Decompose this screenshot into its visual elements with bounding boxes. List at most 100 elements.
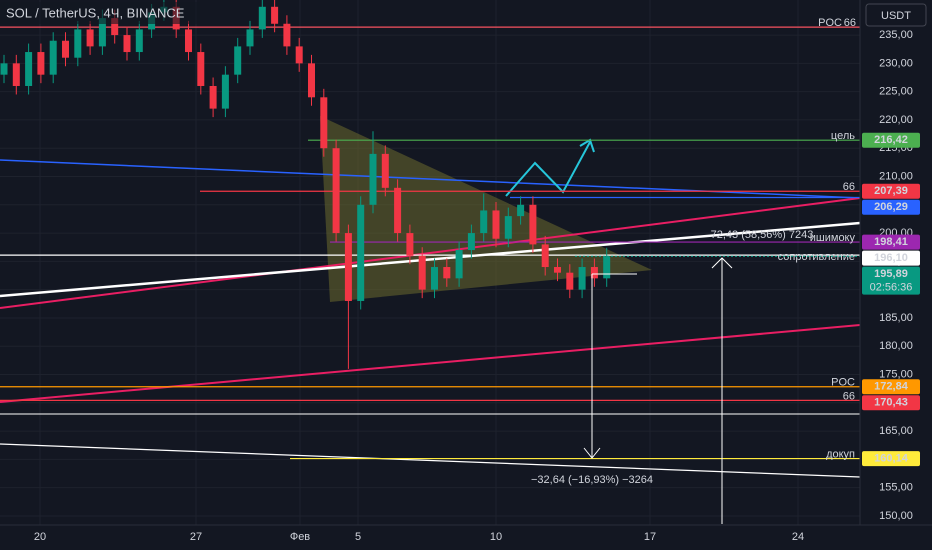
level-label: 66 bbox=[844, 17, 856, 29]
countdown: 02:56:36 bbox=[870, 281, 913, 293]
candle-body bbox=[381, 153, 389, 188]
candle-body bbox=[221, 74, 229, 109]
x-tick-label: 17 bbox=[644, 531, 656, 543]
level-label: докуп bbox=[826, 448, 855, 460]
symbol-title: SOL / TetherUS, 4Ч, BINANCE bbox=[6, 5, 185, 20]
candle-body bbox=[467, 233, 475, 251]
y-tick-label: 175,00 bbox=[879, 368, 913, 380]
candle-body bbox=[541, 244, 549, 268]
candle-body bbox=[431, 267, 438, 290]
price-tag-label: 172,84 bbox=[874, 381, 909, 393]
trend-line bbox=[0, 221, 861, 298]
x-tick-label: 27 bbox=[190, 531, 202, 543]
y-tick-label: 150,00 bbox=[879, 510, 913, 522]
price-tag bbox=[862, 199, 920, 215]
y-tick-label: 225,00 bbox=[879, 86, 913, 98]
candle-body bbox=[578, 267, 586, 290]
header-bg bbox=[0, 2, 200, 24]
candle-body bbox=[504, 216, 512, 239]
candle-body bbox=[74, 29, 82, 58]
candle-body bbox=[443, 267, 451, 279]
candle-body bbox=[37, 52, 45, 75]
y-tick-label: 180,00 bbox=[879, 340, 913, 352]
candle-body bbox=[529, 204, 537, 245]
price-tag-label: 195,89 bbox=[874, 268, 908, 280]
arrow-head bbox=[711, 257, 733, 269]
candle-body bbox=[308, 63, 315, 98]
y-tick-label: 220,00 bbox=[879, 114, 913, 126]
candle-body bbox=[86, 29, 94, 47]
y-tick-label: 185,00 bbox=[879, 312, 913, 324]
candle-body bbox=[418, 255, 426, 290]
level-label: сопротивление bbox=[778, 251, 855, 263]
candle-body bbox=[246, 29, 254, 47]
candle-body bbox=[590, 267, 598, 279]
candle-body bbox=[12, 63, 20, 86]
price-tag-label: 160,14 bbox=[874, 452, 909, 464]
candle-body bbox=[123, 35, 131, 53]
candle-body bbox=[62, 40, 69, 58]
x-tick-label: 5 bbox=[355, 531, 361, 543]
candle-body bbox=[234, 46, 242, 75]
price-tag-label: 198,41 bbox=[874, 236, 908, 248]
annotation: −32,64 (−16,93%) −3264 bbox=[531, 474, 653, 486]
level-label: 66 bbox=[843, 390, 855, 402]
price-tag bbox=[862, 234, 920, 250]
trend-line bbox=[0, 324, 861, 403]
candle-body bbox=[283, 23, 291, 47]
candle-body bbox=[197, 52, 205, 86]
candle-body bbox=[49, 40, 57, 75]
x-tick-label: 10 bbox=[490, 531, 502, 543]
trend-line bbox=[0, 197, 861, 309]
price-tag bbox=[862, 132, 920, 148]
projection-path bbox=[505, 141, 591, 197]
candle-body bbox=[517, 204, 525, 217]
candle-body bbox=[271, 6, 279, 24]
arrow-head bbox=[583, 447, 601, 459]
x-tick-label: Фев bbox=[290, 531, 310, 543]
y-tick-label: 155,00 bbox=[879, 482, 913, 494]
price-tag bbox=[862, 250, 920, 266]
price-tag bbox=[862, 183, 920, 199]
price-tag-label: 170,43 bbox=[874, 397, 908, 409]
candle-body bbox=[25, 52, 33, 86]
candle-body bbox=[566, 272, 574, 290]
candle-body bbox=[332, 148, 340, 234]
price-tag-label: 206,29 bbox=[874, 201, 908, 213]
candle-body bbox=[480, 210, 488, 234]
candle-body bbox=[357, 204, 365, 301]
price-tag bbox=[862, 379, 920, 395]
candle-body bbox=[209, 85, 217, 109]
candle-body bbox=[394, 187, 402, 234]
level-label: 66 bbox=[843, 181, 855, 193]
y-tick-label: 165,00 bbox=[879, 425, 913, 437]
candle-body bbox=[344, 233, 352, 301]
candle-body bbox=[295, 46, 303, 64]
level-label: POC bbox=[818, 17, 842, 29]
currency-button[interactable] bbox=[865, 3, 927, 27]
candle-body bbox=[135, 29, 143, 53]
y-tick-label: 210,00 bbox=[879, 170, 913, 182]
candle-body bbox=[369, 153, 377, 205]
candle-body bbox=[258, 6, 266, 30]
candle-body bbox=[554, 267, 561, 273]
x-tick-label: 20 bbox=[34, 531, 46, 543]
candle-body bbox=[185, 29, 192, 53]
annotation: 72,43 (58,56%) 7243 bbox=[711, 229, 814, 241]
candle-body bbox=[98, 18, 106, 47]
level-label: POC bbox=[831, 377, 855, 389]
candle-body bbox=[492, 210, 500, 239]
level-label: цель bbox=[831, 130, 855, 142]
currency[interactable]: USDT bbox=[881, 10, 911, 22]
price-tag bbox=[862, 395, 920, 411]
candle-body bbox=[406, 233, 414, 256]
price-tag bbox=[862, 266, 920, 295]
price-tag-label: 207,39 bbox=[874, 185, 908, 197]
candle-body bbox=[0, 63, 8, 75]
trend-line bbox=[0, 443, 861, 478]
price-tag-label: 216,42 bbox=[874, 134, 908, 146]
price-tag-label: 196,10 bbox=[874, 252, 908, 264]
candle-body bbox=[320, 97, 328, 149]
candle-body bbox=[111, 18, 119, 36]
candle-body bbox=[455, 250, 463, 279]
